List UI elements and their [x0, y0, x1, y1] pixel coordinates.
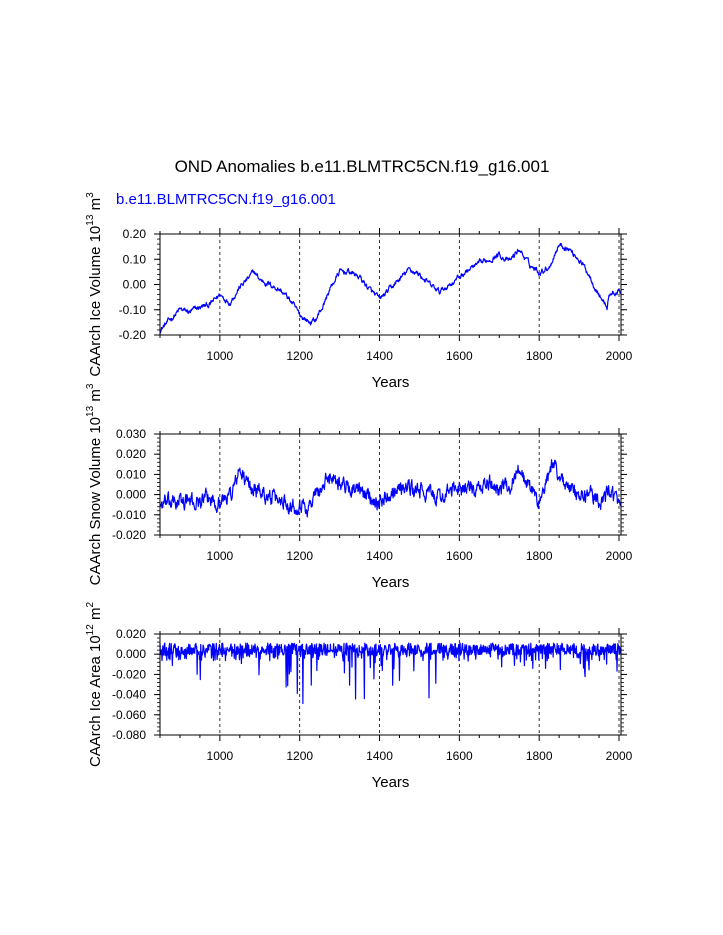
y-tick-label: 0.020 — [116, 627, 146, 641]
series-line — [159, 459, 622, 518]
x-axis-label: Years — [372, 574, 410, 591]
y-tick-label: -0.060 — [112, 708, 146, 722]
y-tick-label: 0.10 — [123, 252, 147, 266]
chart-panel-2: 1000 1200 1400 1600 1800 2000 -0.020 -0.010 0.00… — [85, 383, 633, 591]
x-tick-label: 1200 — [286, 749, 313, 763]
chart-panel-1: 1000 1200 1400 1600 1800 2000 -0.20 -0.10 0.00 0.… — [85, 192, 633, 391]
x-tick-label: 1200 — [286, 549, 313, 563]
y-tick-label: 0.010 — [116, 467, 146, 481]
chart-panels: 1000 1200 1400 1600 1800 2000 -0.20 -0.10 0.00 0.… — [85, 192, 633, 791]
x-tick-label: 2000 — [606, 549, 633, 563]
y-axis-label: CAArch Snow Volume 1013 m3 — [85, 383, 104, 585]
x-tick-label: 1000 — [207, 349, 234, 363]
x-tick-label: 1600 — [446, 749, 473, 763]
y-tick-label: 0.000 — [116, 488, 146, 502]
y-tick-label: 0.00 — [123, 278, 147, 292]
y-tick-label: -0.080 — [112, 728, 146, 742]
x-tick-label: 1800 — [526, 549, 553, 563]
chart-panel-3: 1000 1200 1400 1600 1800 2000 -0.080 -0.060 -0.0… — [85, 602, 633, 791]
figure-title: OND Anomalies b.e11.BLMTRC5CN.f19_g16.00… — [175, 157, 550, 176]
x-tick-label: 1600 — [446, 549, 473, 563]
y-tick-label: -0.020 — [112, 667, 146, 681]
x-tick-label: 1400 — [366, 749, 393, 763]
x-tick-label: 1400 — [366, 349, 393, 363]
plot-frame — [159, 633, 622, 736]
x-tick-label: 1400 — [366, 549, 393, 563]
y-tick-label: -0.010 — [112, 508, 146, 522]
legend-label: b.e11.BLMTRC5CN.f19_g16.001 — [116, 191, 336, 208]
y-axis-label: CAArch Ice Area 1012 m2 — [85, 602, 104, 768]
y-tick-label: 0.000 — [116, 647, 146, 661]
y-tick-label: -0.020 — [112, 528, 146, 542]
x-axis-label: Years — [372, 374, 410, 391]
x-tick-label: 1000 — [207, 749, 234, 763]
x-tick-label: 1600 — [446, 349, 473, 363]
x-tick-label: 1800 — [526, 749, 553, 763]
plot-frame — [159, 433, 622, 536]
y-tick-label: 0.030 — [116, 427, 146, 441]
y-tick-label: -0.20 — [119, 328, 147, 342]
y-axis-label: CAArch Ice Volume 1013 m3 — [85, 192, 104, 377]
series-line — [159, 642, 622, 705]
x-tick-label: 1200 — [286, 349, 313, 363]
y-tick-label: -0.040 — [112, 688, 146, 702]
y-tick-label: 0.20 — [123, 227, 147, 241]
y-tick-label: -0.10 — [119, 303, 147, 317]
x-tick-label: 2000 — [606, 349, 633, 363]
x-tick-label: 2000 — [606, 749, 633, 763]
x-tick-label: 1800 — [526, 349, 553, 363]
y-tick-label: 0.020 — [116, 447, 146, 461]
series-line — [159, 242, 622, 334]
x-tick-label: 1000 — [207, 549, 234, 563]
x-axis-label: Years — [372, 774, 410, 791]
